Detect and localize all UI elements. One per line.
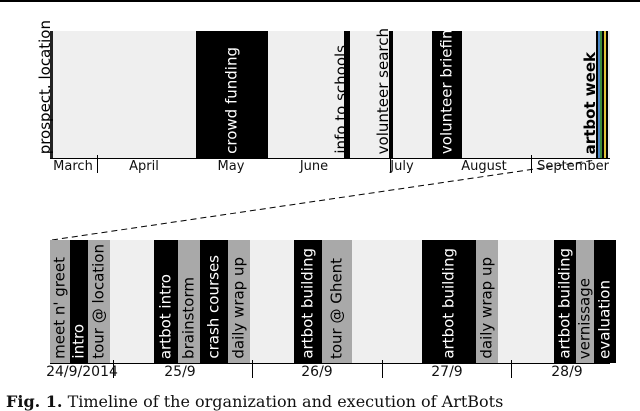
segment-evaluation: evaluation [594, 240, 616, 363]
segment-label: artbot building [298, 248, 317, 359]
day-label: 27/9 [431, 364, 463, 380]
segment-label: meet n' greet [50, 257, 69, 359]
day-label: 28/9 [551, 364, 583, 380]
day-axis [50, 363, 610, 364]
segment-label: daily wrap up [477, 257, 496, 359]
day-tick [511, 360, 512, 378]
day-tick [382, 360, 383, 378]
segment-artbot-week: artbot week [581, 31, 599, 158]
segment-info-to-schools: info to schools [332, 31, 350, 158]
month-label: March [53, 159, 93, 174]
segment-label: vernissage [575, 277, 594, 359]
month-label: August [461, 159, 507, 174]
segment-daily-wrap-up: daily wrap up [228, 240, 250, 363]
segment-artbot-building: artbot building [422, 240, 476, 363]
figure-caption-text: Timeline of the organization and executi… [67, 392, 504, 411]
segment-label: artbot building [439, 248, 458, 359]
segment-crash-courses: crash courses [200, 240, 228, 363]
month-axis [50, 158, 610, 159]
segment-label: tour @ location [89, 244, 108, 359]
month-tick [531, 155, 532, 173]
segment-label: intro [69, 324, 88, 359]
segment-label: crash courses [204, 255, 223, 359]
month-label: May [217, 159, 245, 174]
segment-stripe [604, 31, 606, 158]
segment-artbot-intro: artbot intro [154, 240, 178, 363]
month-tick [97, 155, 98, 173]
top-rule [0, 0, 640, 2]
segment-prospect-location: prospect. location [36, 20, 54, 158]
day-label: 24/9/2014 [46, 364, 118, 380]
segment-brainstorm: brainstorm [178, 240, 200, 363]
segment-volunteer-briefing: volunteer briefing [432, 20, 462, 158]
segment-tour-ghent: tour @ Ghent [322, 240, 352, 363]
organization-timeline: prospect. location crowd funding info to… [36, 20, 610, 158]
segment-label: brainstorm [179, 277, 198, 359]
segment-label: artbot building [555, 248, 574, 359]
month-tick [390, 155, 391, 173]
month-label: September [537, 159, 609, 174]
segment-label: evaluation [595, 280, 614, 359]
month-label: July [390, 159, 414, 174]
day-tick [252, 360, 253, 378]
segment-stripe [598, 31, 600, 158]
segment-label: daily wrap up [229, 257, 248, 359]
segment-crowd-funding: crowd funding [196, 31, 268, 158]
day-label: 26/9 [301, 364, 333, 380]
segment-stripe [606, 31, 608, 158]
segment-tour-location: tour @ location [88, 240, 110, 363]
segment-daily-wrap-up: daily wrap up [476, 240, 498, 363]
segment-label: artbot intro [156, 273, 175, 359]
month-label: June [299, 159, 329, 174]
segment-vernissage: vernissage [576, 240, 594, 363]
segment-volunteer-search: volunteer search [374, 28, 393, 158]
segment-artbot-building: artbot building [294, 240, 322, 363]
segment-artbot-building: artbot building [554, 240, 576, 363]
figure-caption: Fig. 1. Timeline of the organization and… [6, 392, 503, 411]
artbot-week-timeline: meet n' greet intro tour @ location artb… [50, 240, 616, 363]
figure-number: Fig. 1. [6, 392, 63, 411]
day-label: 25/9 [164, 364, 196, 380]
day-tick [113, 360, 114, 378]
segment-stripe [600, 31, 602, 158]
segment-meet-n-greet: meet n' greet [50, 240, 70, 363]
segment-label: tour @ Ghent [327, 257, 346, 359]
segment-intro: intro [70, 240, 88, 363]
month-label: April [129, 159, 159, 174]
segment-stripe [602, 31, 604, 158]
